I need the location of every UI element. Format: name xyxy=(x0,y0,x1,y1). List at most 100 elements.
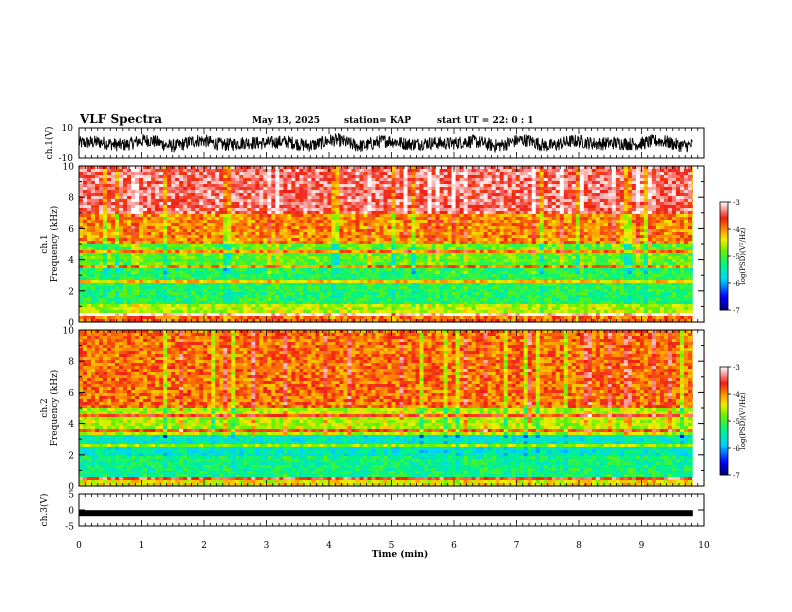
spectrogram-cell xyxy=(355,193,361,197)
spectrogram-cell xyxy=(603,184,609,188)
spectrogram-cell xyxy=(219,178,224,182)
spectrogram-cell xyxy=(99,196,104,200)
spectrogram-cell xyxy=(579,178,585,182)
spectrogram-cell xyxy=(363,184,369,188)
spectrogram-cell xyxy=(155,181,160,185)
spectrogram-cell xyxy=(475,184,481,188)
spectrogram-cell xyxy=(639,193,645,197)
spectrogram-cell xyxy=(643,178,649,182)
spectrogram-cell xyxy=(575,187,581,191)
spectrogram-cell xyxy=(359,175,365,179)
spectrogram-cell xyxy=(647,202,653,206)
spectrogram-cell xyxy=(383,166,389,170)
spectrogram-cell xyxy=(455,175,461,179)
spectrogram-cell xyxy=(115,202,120,206)
spectrogram-cell xyxy=(411,190,417,194)
spectrogram-cell xyxy=(227,175,232,179)
spectrogram-cell xyxy=(311,178,316,182)
spectrogram-cell xyxy=(551,181,557,185)
spectrogram-cell xyxy=(235,199,240,203)
spectrogram-cell xyxy=(119,208,124,212)
spectrogram-cell xyxy=(387,175,393,179)
spectrogram-cell xyxy=(255,175,260,179)
spectrogram-cell xyxy=(471,202,477,206)
spectrogram-cell xyxy=(335,196,341,200)
spectrogram-cell xyxy=(267,175,272,179)
spectrogram-cell xyxy=(159,169,164,173)
spectrogram-cell xyxy=(567,187,573,191)
spectrogram-cell xyxy=(591,205,597,209)
spectrogram-cell xyxy=(667,166,673,170)
spectrogram-cell xyxy=(491,172,497,176)
spectrogram-cell xyxy=(643,202,649,206)
spectrogram-cell xyxy=(375,169,381,173)
spectrogram-cell xyxy=(331,166,337,170)
spectrogram-cell xyxy=(135,166,140,170)
spectrogram-cell xyxy=(211,175,216,179)
spectrogram-cell xyxy=(639,199,645,203)
spectrogram-cell xyxy=(495,196,501,200)
spectrogram-cell xyxy=(671,205,677,209)
spectrogram-cell xyxy=(683,202,689,206)
spectrogram-cell xyxy=(491,178,497,182)
spectrogram-cell xyxy=(639,184,645,188)
spectrogram-cell xyxy=(307,175,312,179)
spectrogram-cell xyxy=(235,178,240,182)
spectrogram-cell xyxy=(539,202,545,206)
spectrogram-cell xyxy=(627,202,633,206)
spectrogram-cell xyxy=(183,193,188,197)
spectrogram-cell xyxy=(127,199,132,203)
spectrogram-cell xyxy=(351,196,357,200)
spectrogram-cell xyxy=(583,205,589,209)
spectrogram-cell xyxy=(547,199,553,203)
spectrogram-cell xyxy=(615,190,621,194)
spectrogram-cell xyxy=(535,181,541,185)
spectrogram-cell xyxy=(263,175,268,179)
spectrogram-cell xyxy=(647,181,653,185)
spectrogram-cell xyxy=(123,184,128,188)
spectrogram-cell xyxy=(379,193,385,197)
spectrogram-cell xyxy=(531,172,537,176)
spectrogram-cell xyxy=(511,199,517,203)
spectrogram-cell xyxy=(171,205,176,209)
spectrogram-cell xyxy=(139,202,144,206)
spectrogram-cell xyxy=(171,202,176,206)
spectrogram-cell xyxy=(107,169,112,173)
spectrogram-cell xyxy=(475,181,481,185)
spectrogram-cell xyxy=(687,208,693,212)
spectrogram-cell xyxy=(663,169,669,173)
spectrogram-cell xyxy=(79,208,84,212)
spectrogram-cell xyxy=(279,169,284,173)
spectrogram-cell xyxy=(407,181,413,185)
spectrogram-cell xyxy=(415,202,421,206)
spectrogram-cell xyxy=(483,193,489,197)
spectrogram-cell xyxy=(267,187,272,191)
spectrogram-cell xyxy=(271,208,276,212)
spectrogram-cell xyxy=(219,202,224,206)
spectrogram-cell xyxy=(163,199,168,203)
spectrogram-cell xyxy=(635,184,641,188)
spectrogram-cell xyxy=(467,169,473,173)
spectrogram-cell xyxy=(463,175,469,179)
spectrogram-cell xyxy=(371,196,377,200)
spectrogram-cell xyxy=(131,199,136,203)
spectrogram-cell xyxy=(151,202,156,206)
spectrogram-cell xyxy=(483,172,489,176)
spectrogram-cell xyxy=(243,184,248,188)
spectrogram-cell xyxy=(335,193,341,197)
spectrogram-cell xyxy=(447,190,453,194)
spectrogram-cell xyxy=(239,178,244,182)
spectrogram-cell xyxy=(643,193,649,197)
spectrogram-cell xyxy=(523,169,529,173)
spectrogram-cell xyxy=(347,172,353,176)
spectrogram-cell xyxy=(523,190,529,194)
spectrogram-cell xyxy=(359,193,365,197)
spectrogram-cell xyxy=(375,190,381,194)
spectrogram-cell xyxy=(183,169,188,173)
spectrogram-cell xyxy=(195,193,200,197)
spectrogram-cell xyxy=(415,193,421,197)
spectrogram-cell xyxy=(283,202,288,206)
spectrogram-cell xyxy=(279,187,284,191)
spectrogram-cell xyxy=(279,202,284,206)
spectrogram-cell xyxy=(319,175,324,179)
